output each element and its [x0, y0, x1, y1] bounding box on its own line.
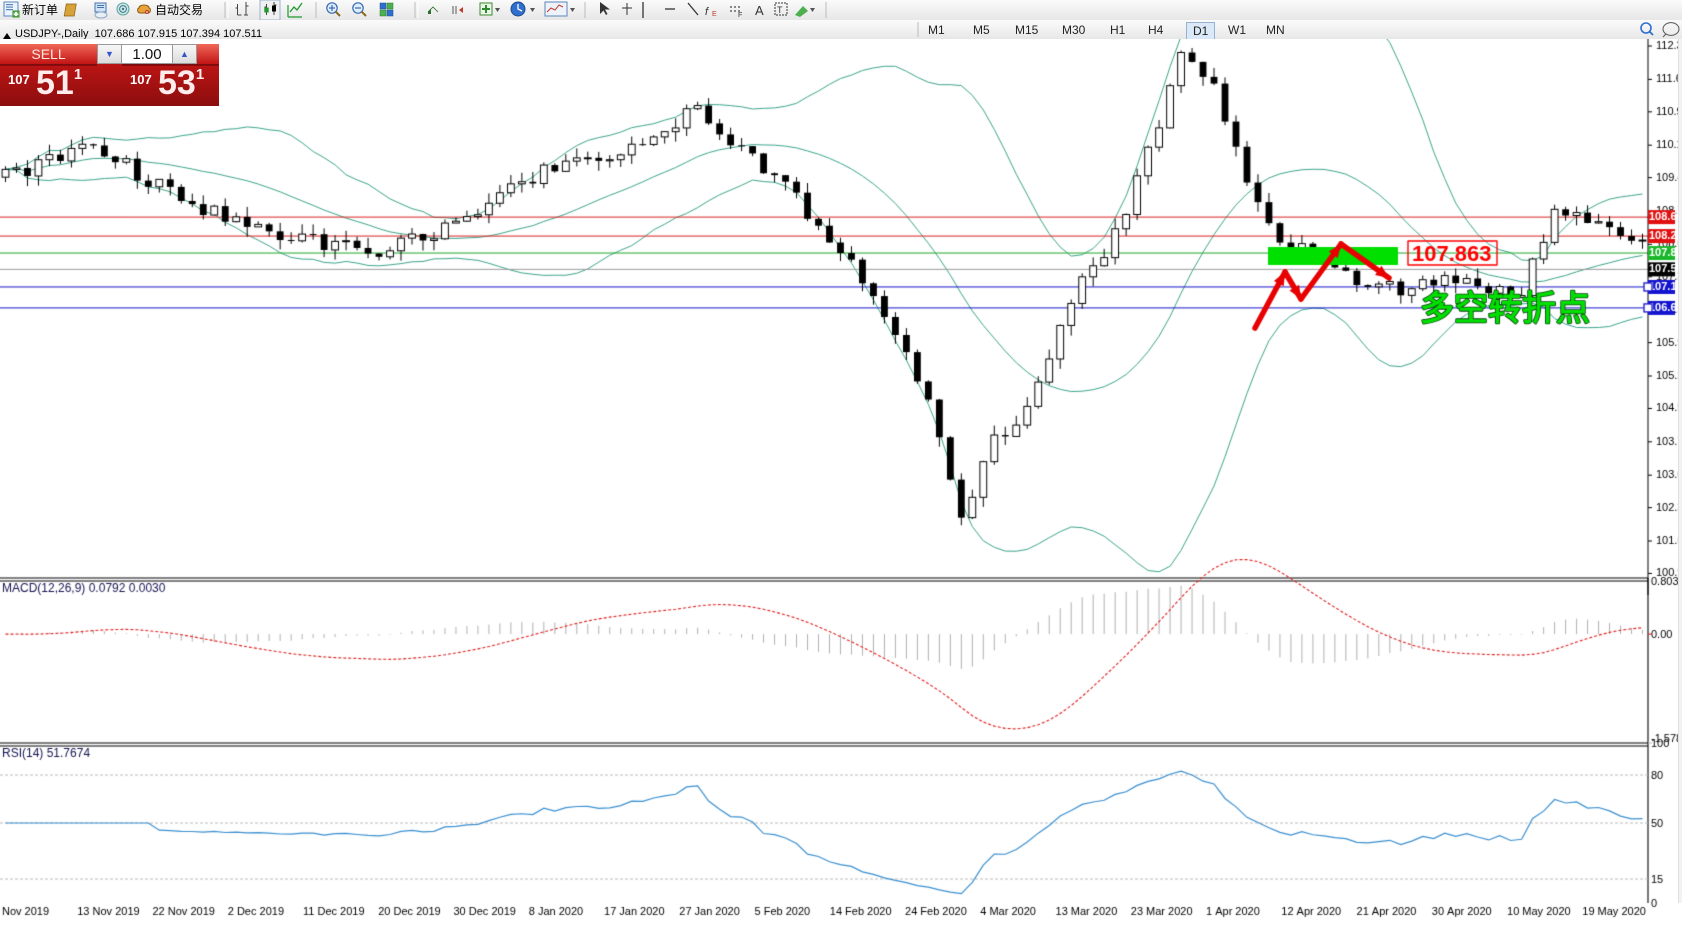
svg-text:F: F: [738, 12, 742, 19]
svg-text:新订单: 新订单: [22, 2, 58, 17]
svg-text:T: T: [777, 5, 783, 15]
svg-text:自动交易: 自动交易: [155, 2, 203, 17]
svg-text:E: E: [712, 11, 717, 18]
svg-text:A: A: [755, 3, 764, 18]
svg-text:f: f: [705, 6, 709, 18]
